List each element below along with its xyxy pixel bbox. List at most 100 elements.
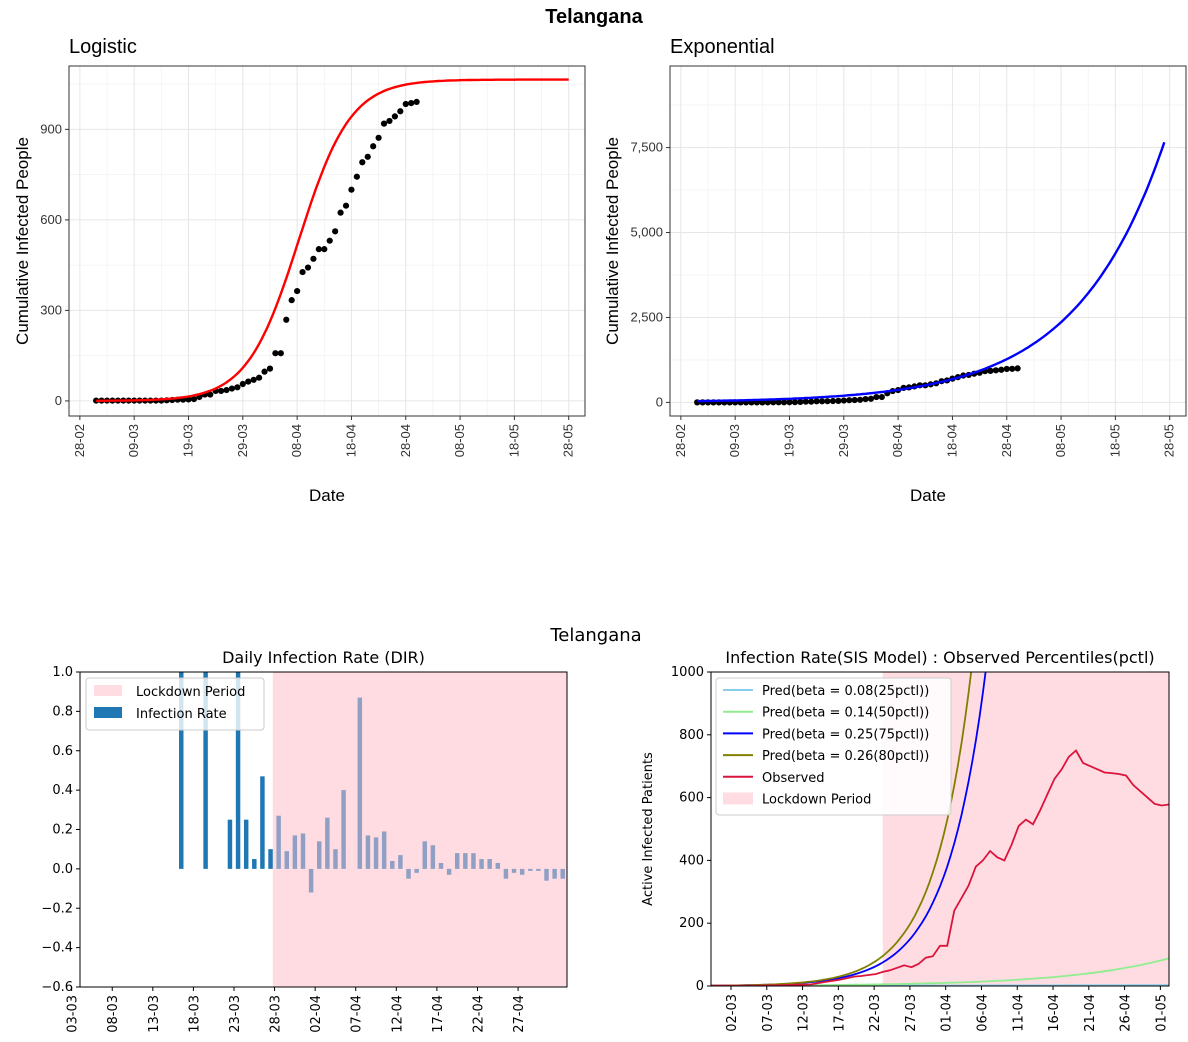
y-tick-label: 0 xyxy=(55,393,62,408)
x-tick-label: 13-03 xyxy=(147,995,162,1033)
infection-rate-bar xyxy=(487,859,492,869)
observed-point xyxy=(299,268,306,276)
legend-label: Pred(beta = 0.25(75pctl)) xyxy=(762,727,929,742)
infection-rate-bar xyxy=(511,868,517,873)
infection-rate-bar xyxy=(560,868,565,879)
infection-rate-bar xyxy=(544,868,549,881)
x-tick-label: 19-03 xyxy=(180,424,195,457)
infection-rate-bar xyxy=(317,841,322,869)
infection-rate-bar xyxy=(300,833,306,869)
x-tick-label: 29-03 xyxy=(235,424,250,457)
observed-point xyxy=(234,384,241,391)
infection-rate-bar xyxy=(552,868,557,879)
infection-rate-bar xyxy=(406,868,411,879)
observed-point xyxy=(256,374,263,381)
x-tick-label: 28-05 xyxy=(1162,424,1177,457)
x-tick-label: 09-03 xyxy=(727,424,742,457)
observed-point xyxy=(840,397,847,404)
bottom-figure-title: Telangana xyxy=(549,625,641,646)
observed-point xyxy=(786,399,793,406)
sis-model-chart: 0 200 400 600 800 1000 02-03 07-03 12-03 17-03 22-… xyxy=(641,648,1170,1032)
observed-point xyxy=(228,385,236,392)
x-tick-label: 18-04 xyxy=(944,424,959,457)
infection-rate-bar xyxy=(243,819,249,869)
dir-bar-chart: −0.6 −0.4 −0.2 0.0 0.2 0.4 0.6 0.8 1.0 03-03 08-03… xyxy=(41,648,568,1033)
logistic-chart: 28-02 09-03 19-03 29-03 08-04 18-04 28-04 08-05… xyxy=(13,36,586,505)
x-tick-label: 27-04 xyxy=(512,995,527,1033)
legend: Pred(beta = 0.08(25pctl)) Pred(beta = 0.1… xyxy=(715,677,952,816)
chart-title: Infection Rate(SIS Model) : Observed Per… xyxy=(725,648,1154,667)
infection-rate-bar xyxy=(495,862,501,869)
observed-point xyxy=(802,398,809,405)
x-tick-label: 08-03 xyxy=(106,995,121,1033)
observed-point xyxy=(397,108,404,115)
x-tick-label: 17-03 xyxy=(832,994,847,1032)
y-tick-label: 0.4 xyxy=(52,783,73,798)
x-tick-label: 09-03 xyxy=(126,424,141,457)
observed-point xyxy=(818,398,826,405)
infection-rate-bar xyxy=(341,790,346,869)
x-tick-label: 18-03 xyxy=(187,995,202,1033)
x-tick-label: 07-03 xyxy=(761,994,776,1032)
observed-point xyxy=(239,380,246,388)
infection-rate-bar xyxy=(381,831,387,869)
x-axis-label: Date xyxy=(910,486,946,505)
axes-border xyxy=(710,671,1170,987)
x-tick-label: 16-04 xyxy=(1047,994,1062,1032)
y-tick-label: 0.6 xyxy=(52,744,73,759)
x-tick-label: 28-05 xyxy=(561,424,576,457)
observed-point xyxy=(857,396,864,403)
legend-label: Observed xyxy=(762,771,825,786)
infection-rate-bar xyxy=(536,868,541,871)
observed-point xyxy=(304,264,312,271)
observed-point xyxy=(277,350,284,357)
infection-rate-bar xyxy=(414,868,419,873)
infection-rate-bar xyxy=(260,776,265,869)
y-tick-label: 0.2 xyxy=(52,823,73,838)
x-tick-label: 28-04 xyxy=(398,424,413,457)
observed-point xyxy=(413,98,420,106)
y-tick-label: 0.8 xyxy=(52,704,73,719)
legend-box xyxy=(715,677,952,816)
legend-swatch-patch xyxy=(723,792,753,805)
x-tick-label: 01-05 xyxy=(1154,994,1169,1032)
observed-point xyxy=(1009,365,1016,372)
y-tick-label: 900 xyxy=(40,121,62,136)
infection-rate-bar xyxy=(325,817,330,869)
observed-point xyxy=(217,387,225,395)
observed-point xyxy=(791,399,799,406)
observed-point xyxy=(223,386,230,394)
x-tick-label: 21-04 xyxy=(1083,994,1098,1032)
infection-rate-bar xyxy=(227,819,233,869)
y-tick-label: 0 xyxy=(696,979,704,994)
observed-point xyxy=(294,287,301,295)
x-tick-label: 12-03 xyxy=(797,994,812,1032)
observed-point xyxy=(207,391,214,398)
legend-label: Pred(beta = 0.14(50pctl)) xyxy=(762,706,929,721)
observed-point xyxy=(283,316,290,323)
infection-rate-bar xyxy=(252,859,257,869)
infection-rate-bar xyxy=(519,868,525,875)
plot-border xyxy=(669,65,1187,417)
y-tick-label: −0.6 xyxy=(41,980,73,995)
observed-point xyxy=(250,376,257,383)
observed-point xyxy=(846,397,853,404)
observed-point xyxy=(326,237,333,244)
infection-rate-bar xyxy=(471,853,476,869)
legend-infection-swatch xyxy=(94,707,122,718)
observed-point xyxy=(332,228,339,235)
x-tick-label: 28-04 xyxy=(999,424,1014,457)
x-tick-label: 12-04 xyxy=(390,995,405,1033)
x-tick-label: 29-03 xyxy=(836,424,851,457)
observed-point xyxy=(315,246,322,253)
observed-point xyxy=(375,134,382,141)
observed-point xyxy=(402,100,409,108)
fit-curve xyxy=(96,78,569,402)
observed-point xyxy=(808,398,815,405)
y-tick-label: 600 xyxy=(40,212,62,227)
infection-rate-bar xyxy=(430,845,436,869)
x-tick-label: 19-03 xyxy=(781,424,796,457)
infection-rate-bar xyxy=(292,835,298,869)
infection-rate-bar xyxy=(454,853,460,869)
x-tick-label: 28-03 xyxy=(269,995,284,1033)
